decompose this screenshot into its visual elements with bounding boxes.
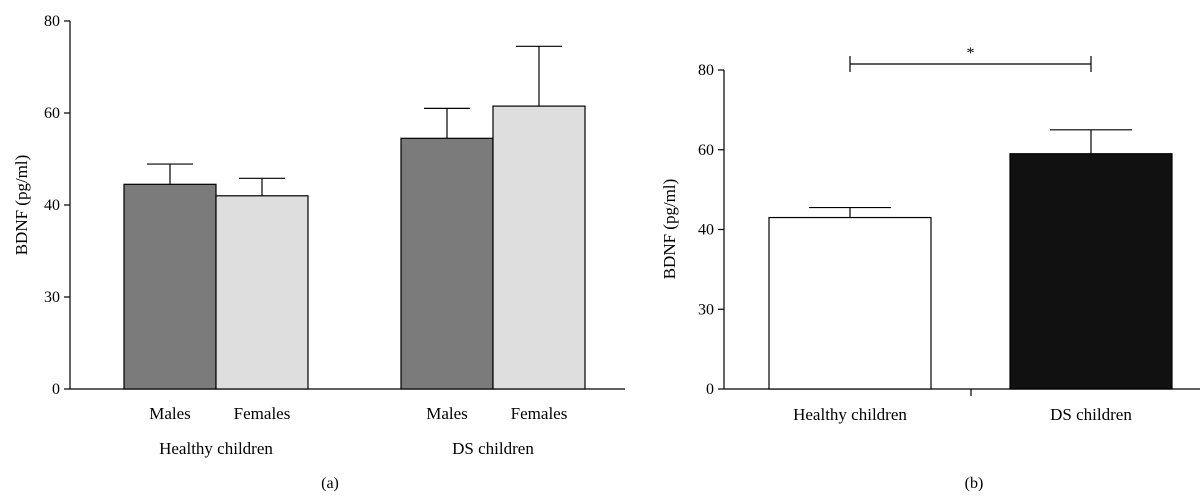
panel-b-significance-bracket: * (849, 45, 1092, 73)
panel-b-bars (768, 153, 1173, 390)
panel-a-bars (123, 105, 586, 390)
y-tick-label: 0 (52, 381, 60, 398)
group-label: DS children (452, 439, 534, 458)
panel-b-x-axis (724, 388, 1200, 396)
bar-healthy-children (768, 216, 932, 390)
panel-a-category-labels: Males Females Healthy children Males Females… (149, 404, 567, 458)
bar-healthy-children-males (123, 183, 217, 390)
y-tick-label: 40 (698, 222, 714, 239)
panel-b-label: (b) (965, 475, 984, 492)
bar-label: Males (149, 404, 191, 423)
bar-ds-children (1009, 153, 1173, 390)
panel-a-y-axis-title: BDNF (pg/ml) (12, 155, 31, 256)
bar-healthy-children-females (215, 195, 309, 390)
panel-a-error-bars (147, 45, 562, 196)
y-tick-label: 0 (706, 381, 714, 398)
bar-label: Females (511, 404, 568, 423)
significance-label: * (967, 45, 975, 62)
bar-label: Females (234, 404, 291, 423)
panel-a-label: (a) (321, 475, 339, 492)
y-tick-label: 40 (44, 197, 60, 214)
y-tick-label: 80 (44, 13, 60, 30)
panel-b-y-axis: 0 30 40 60 80 (698, 62, 725, 398)
y-tick-label: 30 (698, 301, 714, 318)
chart-panel-a: BDNF (pg/ml) 0 30 40 60 80 Males Females Healt… (12, 13, 625, 492)
bar-ds-children-males (400, 137, 494, 390)
panel-a-y-axis: 0 30 40 60 80 (44, 13, 71, 398)
y-tick-label: 60 (44, 105, 60, 122)
category-label: DS children (1050, 405, 1132, 424)
y-tick-label: 80 (698, 62, 714, 79)
y-tick-label: 60 (698, 142, 714, 159)
group-label: Healthy children (159, 439, 273, 458)
panel-b-category-labels: Healthy children DS children (793, 405, 1132, 424)
y-tick-label: 30 (44, 289, 60, 306)
category-label: Healthy children (793, 405, 907, 424)
chart-panel-b: BDNF (pg/ml) 0 30 40 60 80 * Healthy childre… (660, 45, 1200, 492)
panel-b-error-bars (809, 129, 1132, 218)
bar-label: Males (426, 404, 468, 423)
bar-ds-children-females (492, 105, 586, 390)
panel-b-y-axis-title: BDNF (pg/ml) (660, 179, 679, 280)
